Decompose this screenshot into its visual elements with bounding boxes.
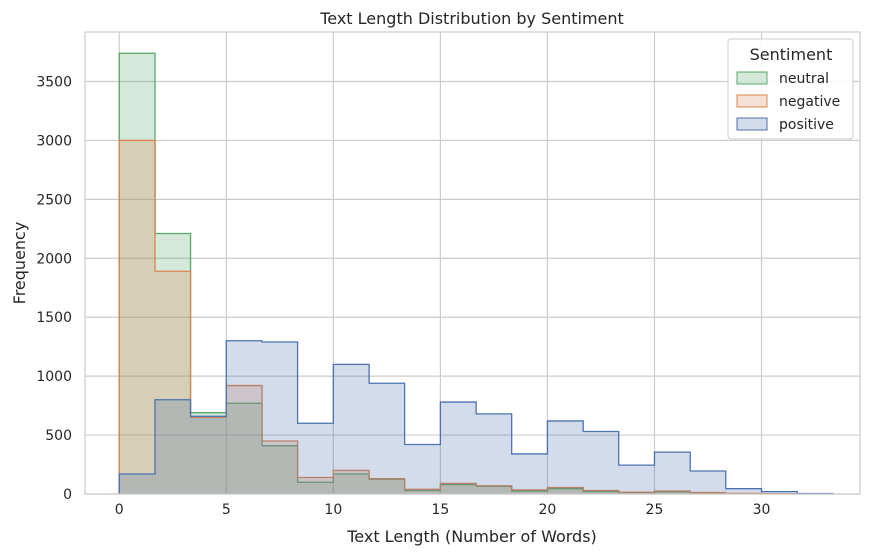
bin-bar-neutral xyxy=(511,491,548,494)
bin-bar-negative xyxy=(654,491,691,494)
bin-bar-neutral xyxy=(618,492,655,494)
bin-bar-positive xyxy=(583,431,619,494)
bin-bar-positive xyxy=(690,471,726,494)
bin-bar-positive xyxy=(369,383,405,494)
bin-bar-negative xyxy=(226,385,263,494)
histogram-series xyxy=(118,52,834,495)
bin-bar-negative xyxy=(547,487,584,494)
bin-bar-negative xyxy=(440,483,477,494)
y-axis-label: Frequency xyxy=(10,222,29,305)
y-tick-label: 3000 xyxy=(36,133,72,149)
legend-swatch-positive xyxy=(736,117,768,131)
legend-label-positive: positive xyxy=(779,117,834,133)
x-tick-label: 30 xyxy=(753,502,771,518)
y-tick-label: 2500 xyxy=(36,192,72,208)
x-tick-label: 5 xyxy=(222,502,231,518)
x-tick-label: 20 xyxy=(539,502,557,518)
bin-bar-positive xyxy=(654,452,691,494)
series-negative xyxy=(118,139,834,495)
bin-bar-neutral xyxy=(333,473,370,494)
bin-bar-neutral xyxy=(190,412,227,494)
bin-bar-negative xyxy=(690,492,726,494)
bin-bar-neutral xyxy=(583,491,619,494)
bin-bar-positive xyxy=(155,399,191,494)
step-outline-positive xyxy=(118,340,834,495)
bin-bar-positive xyxy=(761,491,798,494)
y-tick-label: 500 xyxy=(45,428,72,444)
legend-label-negative: negative xyxy=(779,94,840,110)
bin-bar-neutral xyxy=(155,233,191,495)
bin-bar-neutral xyxy=(297,482,334,494)
bin-bar-positive xyxy=(440,402,477,494)
bin-bar-positive xyxy=(297,423,334,494)
bin-bar-negative xyxy=(119,140,156,494)
legend-title: Sentiment xyxy=(750,45,833,64)
bin-bar-negative xyxy=(190,417,227,494)
bin-bar-negative xyxy=(369,478,405,494)
bin-bar-positive xyxy=(333,364,370,494)
x-tick-label: 10 xyxy=(324,502,342,518)
x-tick-labels: 0 5 10 15 20 25 30 xyxy=(115,502,771,518)
bin-bar-neutral xyxy=(119,53,156,494)
plot-frame xyxy=(84,31,861,495)
legend-frame xyxy=(727,38,854,140)
x-tick-label: 25 xyxy=(646,502,664,518)
bin-bar-neutral xyxy=(476,486,512,494)
bin-bar-positive xyxy=(119,473,156,494)
y-tick-labels: 0 500 1000 1500 2000 2500 3000 3500 xyxy=(36,75,72,504)
bin-bar-neutral xyxy=(226,403,263,494)
y-tick-label: 2000 xyxy=(36,251,72,267)
y-tick-label: 1500 xyxy=(36,310,72,326)
legend-swatch-negative xyxy=(736,94,768,108)
bin-bar-neutral xyxy=(262,445,298,494)
bin-bar-neutral xyxy=(404,490,441,494)
y-tick-label: 1000 xyxy=(36,369,72,385)
bin-bar-positive xyxy=(404,444,441,494)
bin-bar-positive xyxy=(511,453,548,494)
bin-bar-negative xyxy=(297,477,334,494)
bin-bar-negative xyxy=(618,492,655,494)
series-positive xyxy=(118,340,834,495)
bin-bar-neutral xyxy=(440,484,477,494)
legend: Sentiment neutral negative positive xyxy=(727,38,854,140)
x-axis-label: Text Length (Number of Words) xyxy=(346,527,597,546)
chart-title: Text Length Distribution by Sentiment xyxy=(319,9,624,28)
legend-label-neutral: neutral xyxy=(779,71,829,87)
legend-swatch-neutral xyxy=(736,71,768,85)
bin-bar-positive xyxy=(262,341,298,494)
bin-bar-negative xyxy=(511,489,548,494)
bin-bar-neutral xyxy=(547,488,584,494)
bin-bar-neutral xyxy=(654,491,691,494)
bin-bar-positive xyxy=(547,420,584,494)
bin-bar-positive xyxy=(618,465,655,494)
x-tick-label: 15 xyxy=(431,502,449,518)
bin-bar-positive xyxy=(190,416,227,494)
bin-bar-negative xyxy=(583,490,619,494)
bin-bar-negative xyxy=(404,489,441,494)
bin-bar-positive xyxy=(725,488,762,494)
bin-bar-positive xyxy=(226,340,263,494)
bin-bar-positive xyxy=(476,413,512,494)
y-tick-label: 3500 xyxy=(36,75,72,91)
y-tick-label: 0 xyxy=(63,487,72,503)
x-tick-label: 0 xyxy=(115,502,124,518)
bin-bar-negative xyxy=(155,271,191,494)
bin-bar-negative xyxy=(333,470,370,494)
bin-bar-negative xyxy=(476,485,512,494)
bin-bar-negative xyxy=(262,440,298,494)
bin-bar-neutral xyxy=(369,479,405,494)
